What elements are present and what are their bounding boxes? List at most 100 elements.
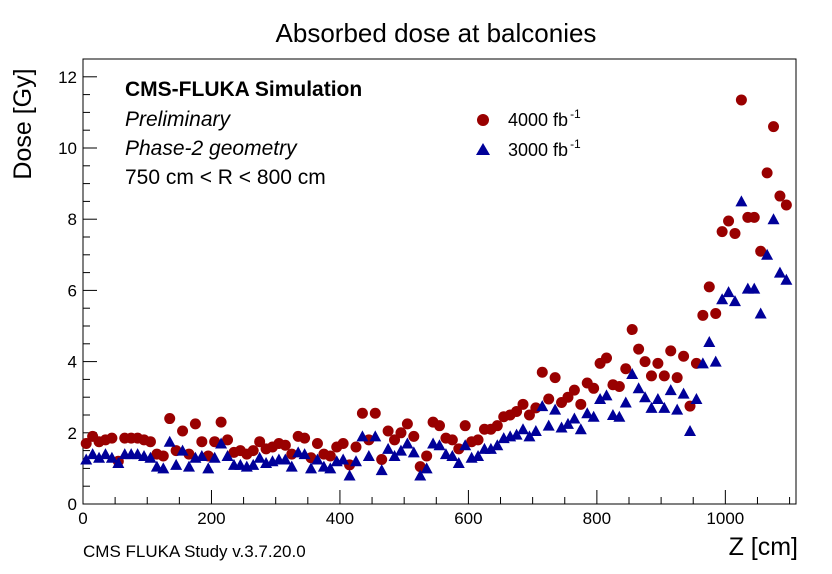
data-point-3000fb bbox=[761, 248, 774, 260]
data-point-3000fb bbox=[484, 442, 497, 454]
data-point-3000fb bbox=[157, 462, 170, 474]
data-point-4000fb bbox=[761, 167, 773, 179]
data-point-4000fb bbox=[536, 366, 548, 378]
series-3000fb bbox=[80, 195, 793, 481]
data-point-4000fb bbox=[523, 409, 535, 421]
data-point-3000fb bbox=[215, 437, 228, 449]
data-point-3000fb bbox=[536, 400, 549, 412]
data-point-3000fb bbox=[542, 419, 555, 431]
data-point-3000fb bbox=[767, 213, 780, 225]
data-point-3000fb bbox=[221, 449, 234, 461]
data-point-4000fb bbox=[697, 309, 709, 321]
data-point-4000fb bbox=[613, 381, 625, 393]
data-point-4000fb bbox=[382, 425, 394, 437]
data-point-3000fb bbox=[247, 458, 260, 470]
data-point-3000fb bbox=[716, 293, 729, 305]
data-point-4000fb bbox=[389, 434, 401, 446]
data-point-3000fb bbox=[735, 195, 748, 207]
data-point-3000fb bbox=[394, 444, 407, 456]
data-point-4000fb bbox=[472, 434, 484, 446]
data-point-3000fb bbox=[587, 410, 600, 422]
data-point-3000fb bbox=[311, 453, 324, 465]
x-axis-label: Z [cm] bbox=[729, 533, 798, 561]
data-point-3000fb bbox=[343, 469, 356, 481]
data-point-3000fb bbox=[658, 401, 671, 413]
data-point-4000fb bbox=[549, 372, 561, 384]
data-point-3000fb bbox=[619, 396, 632, 408]
data-point-4000fb bbox=[658, 370, 670, 382]
data-point-3000fb bbox=[170, 458, 183, 470]
data-point-3000fb bbox=[144, 451, 157, 463]
data-point-4000fb bbox=[645, 370, 657, 382]
legend-label-3000fb-text: 3000 fb bbox=[508, 140, 568, 160]
x-tick-label: 1000 bbox=[706, 509, 744, 528]
data-point-4000fb bbox=[652, 357, 664, 369]
data-point-3000fb bbox=[491, 439, 504, 451]
data-point-4000fb bbox=[164, 413, 176, 425]
x-tick-label: 0 bbox=[78, 509, 87, 528]
data-point-3000fb bbox=[356, 430, 369, 442]
data-point-3000fb bbox=[202, 462, 215, 474]
data-point-4000fb bbox=[369, 407, 381, 419]
data-point-4000fb bbox=[106, 432, 118, 444]
data-point-3000fb bbox=[626, 368, 639, 380]
data-point-4000fb bbox=[568, 384, 580, 396]
data-point-3000fb bbox=[253, 451, 266, 463]
data-point-3000fb bbox=[632, 382, 645, 394]
data-point-3000fb bbox=[529, 425, 542, 437]
data-point-3000fb bbox=[375, 464, 388, 476]
data-point-3000fb bbox=[420, 462, 433, 474]
data-point-4000fb bbox=[575, 398, 587, 410]
data-point-4000fb bbox=[215, 416, 227, 428]
data-point-3000fb bbox=[754, 307, 767, 319]
data-point-4000fb bbox=[716, 226, 728, 238]
data-point-3000fb bbox=[510, 428, 523, 440]
x-axis bbox=[82, 490, 791, 504]
data-point-4000fb bbox=[511, 405, 523, 417]
data-point-3000fb bbox=[324, 462, 337, 474]
annotation-radius-range: 750 cm < R < 800 cm bbox=[125, 166, 326, 189]
data-point-3000fb bbox=[407, 446, 420, 458]
data-point-3000fb bbox=[709, 355, 722, 367]
data-point-3000fb bbox=[728, 295, 741, 307]
data-point-3000fb bbox=[105, 451, 118, 463]
data-point-3000fb bbox=[401, 437, 414, 449]
data-point-3000fb bbox=[298, 448, 311, 460]
data-point-3000fb bbox=[452, 457, 465, 469]
data-point-4000fb bbox=[459, 420, 471, 432]
data-point-4000fb bbox=[401, 418, 413, 430]
data-point-4000fb bbox=[222, 434, 234, 446]
data-point-4000fb bbox=[247, 445, 259, 457]
y-tick-label: 4 bbox=[68, 353, 77, 372]
data-point-4000fb bbox=[735, 94, 747, 106]
data-point-4000fb bbox=[723, 215, 735, 227]
data-point-3000fb bbox=[671, 403, 684, 415]
y-tick-label: 10 bbox=[58, 139, 77, 158]
data-point-3000fb bbox=[369, 430, 382, 442]
data-point-3000fb bbox=[163, 435, 176, 447]
footer-study-version: CMS FLUKA Study v.3.7.20.0 bbox=[83, 542, 306, 561]
data-point-3000fb bbox=[517, 423, 530, 435]
data-point-4000fb bbox=[177, 425, 189, 437]
data-point-3000fb bbox=[208, 451, 221, 463]
data-point-3000fb bbox=[305, 462, 318, 474]
annotation-cms-fluka-simulation: CMS-FLUKA Simulation bbox=[125, 78, 362, 101]
y-axis-label: Dose [Gy] bbox=[9, 68, 37, 179]
data-point-4000fb bbox=[620, 363, 632, 375]
annotation-phase2-geometry: Phase-2 geometry bbox=[125, 137, 298, 160]
data-point-4000fb bbox=[768, 121, 780, 133]
data-point-4000fb bbox=[80, 437, 92, 449]
data-point-4000fb bbox=[189, 418, 201, 430]
data-point-3000fb bbox=[684, 425, 697, 437]
x-tick-labels: 0 200 400 600 800 1000 bbox=[78, 509, 744, 528]
data-point-3000fb bbox=[285, 460, 298, 472]
data-point-4000fb bbox=[254, 436, 266, 448]
data-point-4000fb bbox=[748, 211, 760, 223]
data-point-3000fb bbox=[696, 357, 709, 369]
data-point-4000fb bbox=[311, 437, 323, 449]
data-point-3000fb bbox=[639, 391, 652, 403]
data-point-3000fb bbox=[574, 423, 587, 435]
data-point-4000fb bbox=[729, 227, 741, 239]
data-point-4000fb bbox=[196, 436, 208, 448]
